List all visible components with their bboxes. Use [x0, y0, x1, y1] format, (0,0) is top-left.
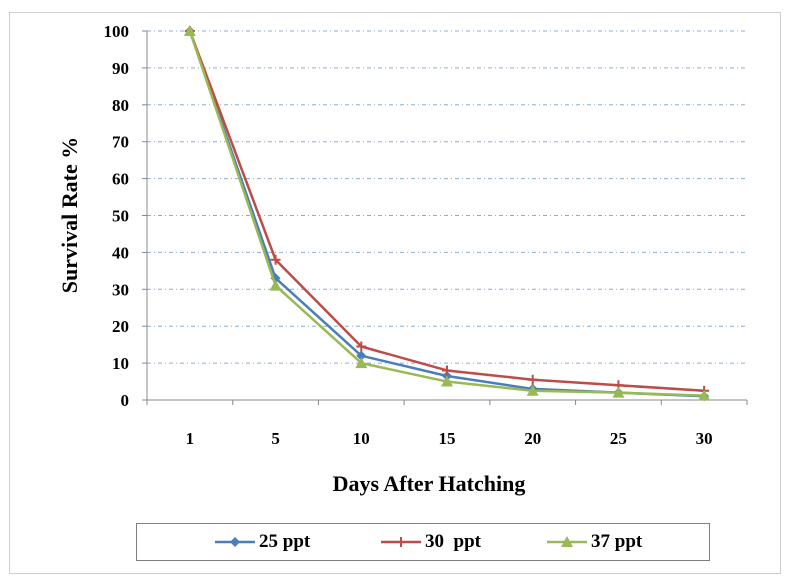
data-point — [442, 365, 452, 376]
data-point — [269, 279, 282, 291]
x-tick-label: 20 — [524, 429, 541, 448]
legend-label-37ppt: 37 ppt — [591, 531, 643, 552]
y-tick-label: 10 — [112, 354, 129, 373]
y-tick-label: 80 — [112, 96, 129, 115]
legend: 25 ppt 30 ppt 37 ppt — [136, 523, 710, 561]
y-axis-title: Survival Rate % — [57, 137, 82, 293]
series-line — [188, 30, 705, 398]
gridlines — [142, 30, 747, 401]
x-tick-label: 15 — [439, 429, 456, 448]
y-tick-label: 40 — [112, 243, 129, 262]
data-point — [356, 350, 367, 361]
chart-frame — [9, 12, 781, 574]
y-tick-labels: 0 10 20 30 40 50 60 70 80 90 100 — [104, 22, 130, 410]
x-tick-label: 1 — [186, 429, 195, 448]
y-tick-label: 100 — [104, 22, 130, 41]
legend-item-37ppt: 37 ppt — [547, 524, 642, 560]
legend-item-25ppt: 25 ppt — [215, 524, 310, 560]
data-point — [183, 25, 196, 36]
legend-item-30ppt: 30 ppt — [381, 524, 481, 560]
legend-label-30ppt: 30 ppt — [425, 531, 481, 552]
axes — [146, 31, 747, 401]
y-tick-label: 60 — [112, 170, 129, 189]
legend-swatch-25ppt — [215, 537, 255, 547]
data-point — [698, 389, 711, 401]
data-point — [526, 384, 539, 396]
data-point — [270, 254, 281, 265]
legend-label-25ppt: 25 ppt — [259, 531, 311, 552]
legend-swatch-30ppt — [381, 537, 421, 547]
y-tick-label: 70 — [112, 133, 129, 152]
x-axis-title: Days After Hatching — [333, 471, 526, 496]
data-point — [356, 341, 367, 352]
data-point — [612, 386, 625, 398]
data-point — [527, 374, 538, 385]
x-tick-label: 10 — [353, 429, 370, 448]
x-tick-label: 5 — [271, 429, 280, 448]
data-point — [355, 357, 368, 369]
y-tick-label: 0 — [121, 391, 130, 410]
series-line — [188, 30, 705, 397]
x-tick-label: 30 — [696, 429, 713, 448]
y-tick-label: 90 — [112, 59, 129, 78]
data-point — [441, 375, 453, 387]
series-line — [188, 30, 705, 393]
series-lines — [183, 25, 711, 402]
y-tick-label: 50 — [112, 207, 129, 226]
y-tick-label: 20 — [112, 317, 129, 336]
x-tick-label: 25 — [610, 429, 627, 448]
legend-swatch-37ppt — [547, 536, 587, 547]
y-tick-label: 30 — [112, 280, 129, 299]
x-tick-labels: 1 5 10 15 20 25 30 — [146, 400, 748, 448]
